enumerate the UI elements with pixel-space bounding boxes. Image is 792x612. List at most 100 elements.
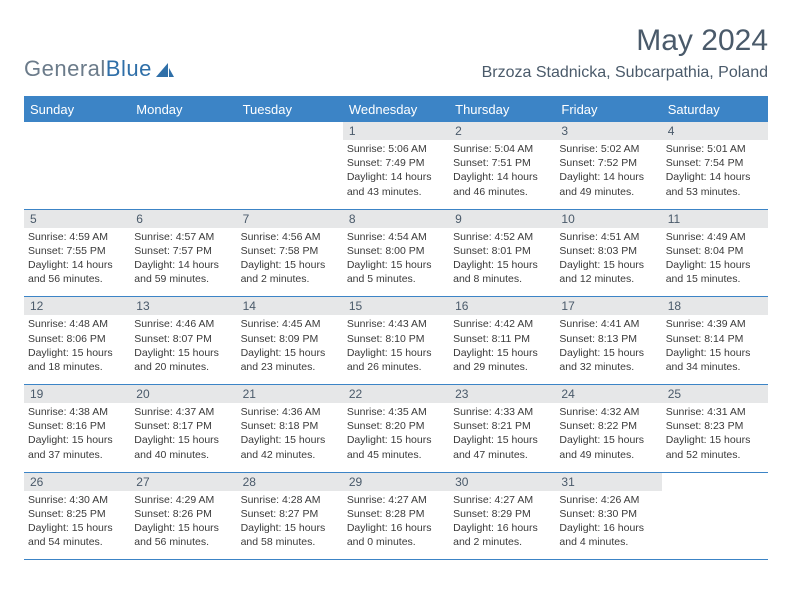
weekday-heading: Tuesday: [237, 97, 343, 122]
day-body: Sunrise: 4:46 AMSunset: 8:07 PMDaylight:…: [130, 315, 236, 384]
location: Brzoza Stadnicka, Subcarpathia, Poland: [482, 64, 768, 82]
weekday-heading: Monday: [130, 97, 236, 122]
day-body: Sunrise: 4:51 AMSunset: 8:03 PMDaylight:…: [555, 228, 661, 297]
logo: GeneralBlue: [24, 56, 174, 82]
day-body: Sunrise: 4:42 AMSunset: 8:11 PMDaylight:…: [449, 315, 555, 384]
day-body: Sunrise: 5:04 AMSunset: 7:51 PMDaylight:…: [449, 140, 555, 209]
day-cell: 7Sunrise: 4:56 AMSunset: 7:58 PMDaylight…: [237, 209, 343, 297]
day-body: Sunrise: 5:01 AMSunset: 7:54 PMDaylight:…: [662, 140, 768, 209]
day-number: 23: [449, 385, 555, 403]
day-cell: 28Sunrise: 4:28 AMSunset: 8:27 PMDayligh…: [237, 472, 343, 560]
day-cell: 12Sunrise: 4:48 AMSunset: 8:06 PMDayligh…: [24, 297, 130, 385]
day-body: Sunrise: 4:48 AMSunset: 8:06 PMDaylight:…: [24, 315, 130, 384]
week-row: 5Sunrise: 4:59 AMSunset: 7:55 PMDaylight…: [24, 209, 768, 297]
weekday-heading: Friday: [555, 97, 661, 122]
day-body: Sunrise: 4:39 AMSunset: 8:14 PMDaylight:…: [662, 315, 768, 384]
day-body: Sunrise: 4:52 AMSunset: 8:01 PMDaylight:…: [449, 228, 555, 297]
week-row: 1Sunrise: 5:06 AMSunset: 7:49 PMDaylight…: [24, 122, 768, 210]
day-body: Sunrise: 4:45 AMSunset: 8:09 PMDaylight:…: [237, 315, 343, 384]
day-number: 2: [449, 122, 555, 140]
day-number: 18: [662, 297, 768, 315]
day-cell: 22Sunrise: 4:35 AMSunset: 8:20 PMDayligh…: [343, 385, 449, 473]
day-number: 10: [555, 210, 661, 228]
day-cell: 23Sunrise: 4:33 AMSunset: 8:21 PMDayligh…: [449, 385, 555, 473]
day-number: 17: [555, 297, 661, 315]
day-body: Sunrise: 4:57 AMSunset: 7:57 PMDaylight:…: [130, 228, 236, 297]
day-cell: 30Sunrise: 4:27 AMSunset: 8:29 PMDayligh…: [449, 472, 555, 560]
day-cell: 11Sunrise: 4:49 AMSunset: 8:04 PMDayligh…: [662, 209, 768, 297]
day-cell: [237, 122, 343, 210]
logo-blue: Blue: [106, 56, 152, 81]
day-cell: 27Sunrise: 4:29 AMSunset: 8:26 PMDayligh…: [130, 472, 236, 560]
weekday-heading: Saturday: [662, 97, 768, 122]
logo-gray: General: [24, 56, 106, 81]
day-cell: 21Sunrise: 4:36 AMSunset: 8:18 PMDayligh…: [237, 385, 343, 473]
day-number: 27: [130, 473, 236, 491]
day-cell: 3Sunrise: 5:02 AMSunset: 7:52 PMDaylight…: [555, 122, 661, 210]
day-body: Sunrise: 4:56 AMSunset: 7:58 PMDaylight:…: [237, 228, 343, 297]
month-title: May 2024: [482, 24, 768, 58]
weekday-heading: Thursday: [449, 97, 555, 122]
empty-day: [237, 122, 343, 188]
day-number: 26: [24, 473, 130, 491]
day-number: 30: [449, 473, 555, 491]
day-cell: 13Sunrise: 4:46 AMSunset: 8:07 PMDayligh…: [130, 297, 236, 385]
day-body: Sunrise: 4:32 AMSunset: 8:22 PMDaylight:…: [555, 403, 661, 472]
day-number: 11: [662, 210, 768, 228]
sail-icon: [154, 61, 174, 79]
day-body: Sunrise: 4:29 AMSunset: 8:26 PMDaylight:…: [130, 491, 236, 560]
empty-day: [662, 473, 768, 539]
week-row: 12Sunrise: 4:48 AMSunset: 8:06 PMDayligh…: [24, 297, 768, 385]
day-body: Sunrise: 4:49 AMSunset: 8:04 PMDaylight:…: [662, 228, 768, 297]
day-body: Sunrise: 4:27 AMSunset: 8:28 PMDaylight:…: [343, 491, 449, 560]
day-number: 6: [130, 210, 236, 228]
day-body: Sunrise: 4:59 AMSunset: 7:55 PMDaylight:…: [24, 228, 130, 297]
day-number: 13: [130, 297, 236, 315]
day-cell: 10Sunrise: 4:51 AMSunset: 8:03 PMDayligh…: [555, 209, 661, 297]
day-cell: 1Sunrise: 5:06 AMSunset: 7:49 PMDaylight…: [343, 122, 449, 210]
day-cell: 16Sunrise: 4:42 AMSunset: 8:11 PMDayligh…: [449, 297, 555, 385]
day-cell: [24, 122, 130, 210]
day-body: Sunrise: 5:02 AMSunset: 7:52 PMDaylight:…: [555, 140, 661, 209]
day-number: 12: [24, 297, 130, 315]
day-number: 28: [237, 473, 343, 491]
day-cell: 5Sunrise: 4:59 AMSunset: 7:55 PMDaylight…: [24, 209, 130, 297]
day-cell: [130, 122, 236, 210]
day-number: 29: [343, 473, 449, 491]
day-cell: 8Sunrise: 4:54 AMSunset: 8:00 PMDaylight…: [343, 209, 449, 297]
day-number: 9: [449, 210, 555, 228]
calendar-page: GeneralBlue May 2024 Brzoza Stadnicka, S…: [0, 0, 792, 560]
day-number: 21: [237, 385, 343, 403]
weekday-row: Sunday Monday Tuesday Wednesday Thursday…: [24, 97, 768, 122]
day-body: Sunrise: 4:37 AMSunset: 8:17 PMDaylight:…: [130, 403, 236, 472]
day-body: Sunrise: 4:41 AMSunset: 8:13 PMDaylight:…: [555, 315, 661, 384]
day-cell: 6Sunrise: 4:57 AMSunset: 7:57 PMDaylight…: [130, 209, 236, 297]
day-body: Sunrise: 4:54 AMSunset: 8:00 PMDaylight:…: [343, 228, 449, 297]
day-body: Sunrise: 4:33 AMSunset: 8:21 PMDaylight:…: [449, 403, 555, 472]
day-number: 25: [662, 385, 768, 403]
calendar-table: Sunday Monday Tuesday Wednesday Thursday…: [24, 96, 768, 560]
day-number: 1: [343, 122, 449, 140]
day-number: 7: [237, 210, 343, 228]
day-body: Sunrise: 4:36 AMSunset: 8:18 PMDaylight:…: [237, 403, 343, 472]
day-number: 16: [449, 297, 555, 315]
day-number: 5: [24, 210, 130, 228]
empty-day: [24, 122, 130, 188]
day-number: 14: [237, 297, 343, 315]
day-cell: 25Sunrise: 4:31 AMSunset: 8:23 PMDayligh…: [662, 385, 768, 473]
day-cell: 4Sunrise: 5:01 AMSunset: 7:54 PMDaylight…: [662, 122, 768, 210]
day-number: 31: [555, 473, 661, 491]
day-body: Sunrise: 4:27 AMSunset: 8:29 PMDaylight:…: [449, 491, 555, 560]
empty-day: [130, 122, 236, 188]
day-number: 3: [555, 122, 661, 140]
day-number: 8: [343, 210, 449, 228]
day-number: 15: [343, 297, 449, 315]
day-cell: 29Sunrise: 4:27 AMSunset: 8:28 PMDayligh…: [343, 472, 449, 560]
day-body: Sunrise: 4:28 AMSunset: 8:27 PMDaylight:…: [237, 491, 343, 560]
day-cell: 14Sunrise: 4:45 AMSunset: 8:09 PMDayligh…: [237, 297, 343, 385]
day-body: Sunrise: 4:35 AMSunset: 8:20 PMDaylight:…: [343, 403, 449, 472]
day-cell: 19Sunrise: 4:38 AMSunset: 8:16 PMDayligh…: [24, 385, 130, 473]
day-cell: 26Sunrise: 4:30 AMSunset: 8:25 PMDayligh…: [24, 472, 130, 560]
day-cell: 18Sunrise: 4:39 AMSunset: 8:14 PMDayligh…: [662, 297, 768, 385]
day-number: 4: [662, 122, 768, 140]
